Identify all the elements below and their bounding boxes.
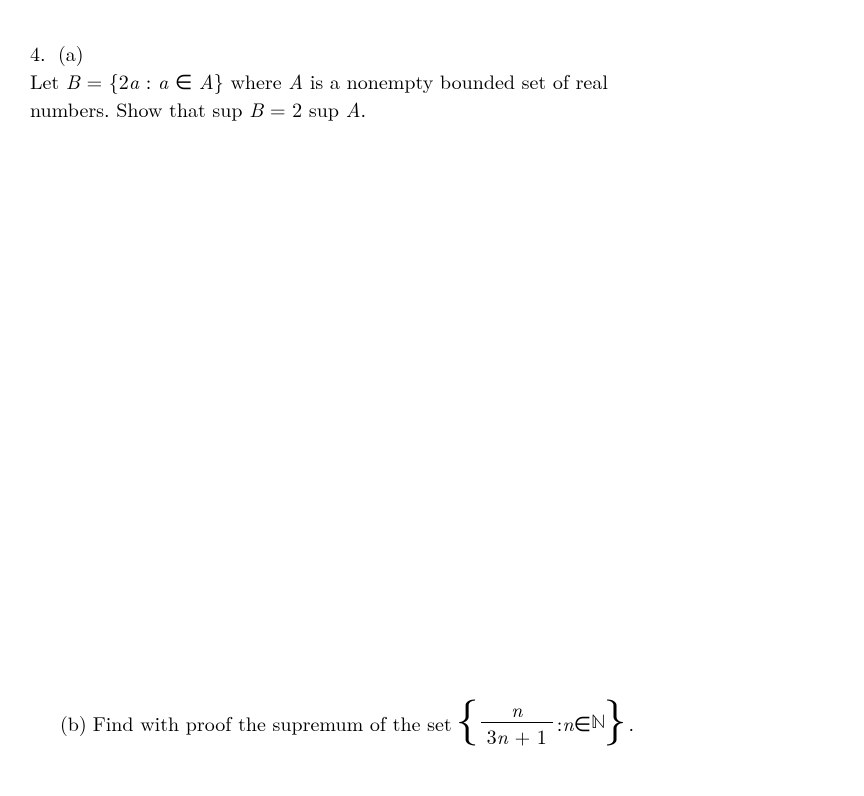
t8: = 2 sup (263, 94, 345, 123)
problem-4: 4.(a) Let B = {2a : a ∈ A} where A is a … (0, 0, 864, 123)
t6: is a nonempty bounded set of real (303, 66, 608, 95)
den-plus1: + 1 (508, 721, 547, 750)
t7: numbers. Show that sup (30, 94, 249, 123)
period: . (628, 708, 634, 737)
var-A2: A (288, 66, 303, 95)
var-A1: A (199, 66, 214, 95)
var-n: n (562, 708, 573, 737)
t3: : (139, 66, 158, 95)
part-b-text-pre: Find with proof the supremum of the set (93, 708, 452, 737)
part-a-text: Let B = {2a : a ∈ A} where A is a nonemp… (30, 67, 790, 123)
var-a1: a (129, 66, 139, 95)
fraction: n 3n + 1 (481, 698, 553, 747)
set-expression: { n 3n + 1 : n ∈ ℕ } (452, 698, 629, 747)
part-b-label: (b) (60, 708, 87, 737)
part-a-label: (a) (58, 38, 94, 67)
right-brace-icon: } (603, 697, 626, 743)
problem-number: 4. (30, 38, 58, 67)
part-b-block: (b) Find with proof the supremum of the … (60, 692, 634, 752)
in-symbol: ∈ (574, 708, 591, 737)
var-a2: a (158, 66, 168, 95)
t2: = {2 (80, 66, 129, 95)
t4: ∈ (168, 66, 199, 95)
var-A3: A (346, 94, 361, 123)
frac-num: n (481, 698, 553, 723)
t1: Let (30, 66, 66, 95)
var-B: B (66, 66, 80, 95)
frac-den: 3n + 1 (481, 723, 553, 747)
var-B2: B (249, 94, 263, 123)
t9: . (360, 94, 366, 123)
den-n: n (497, 721, 508, 750)
part-a-block: 4.(a) Let B = {2a : a ∈ A} where A is a … (30, 38, 844, 123)
left-brace-icon: { (456, 697, 479, 743)
den-3: 3 (487, 721, 497, 750)
t5: } where (214, 66, 288, 95)
